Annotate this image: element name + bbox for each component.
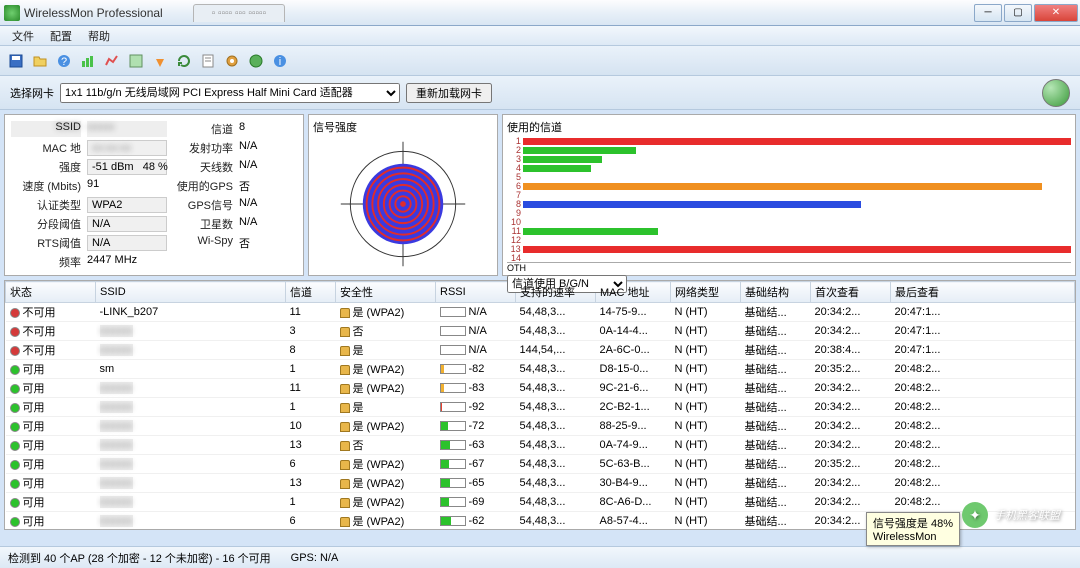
table-row[interactable]: 可用xxxxxx13是 (WPA2)-6554,48,3...30-B4-9..… [6,474,1075,493]
statusbar: 检测到 40 个AP (28 个加密 - 12 个未加密) - 16 个可用 G… [0,546,1080,568]
table-row[interactable]: 可用sm1是 (WPA2)-8254,48,3...D8-15-0...N (H… [6,360,1075,379]
save-icon[interactable] [6,51,26,71]
col-rssi[interactable]: RSSI [436,282,516,303]
col-ch[interactable]: 信道 [286,282,336,303]
globe-small-icon[interactable] [246,51,266,71]
signal-icon[interactable] [150,51,170,71]
open-icon[interactable] [30,51,50,71]
svg-text:i: i [279,56,281,68]
map-icon[interactable] [126,51,146,71]
card-select[interactable]: 1x1 11b/g/n 无线局域网 PCI Express Half Mini … [60,83,400,103]
signal-radar-panel: 信号强度 [308,114,498,276]
radar-chart [328,137,478,271]
minimize-button[interactable]: ─ [974,4,1002,22]
table-row[interactable]: 可用xxxxxx1是 (WPA2)-6954,48,3...8C-A6-D...… [6,493,1075,512]
ssid-label-blur: SSID [11,121,81,137]
titlebar: WirelessMon Professional ▫ ▫▫▫▫ ▫▫▫ ▫▫▫▫… [0,0,1080,26]
globe-icon[interactable] [1042,79,1070,107]
table-row[interactable]: 不可用-LINK_b20711是 (WPA2)N/A54,48,3...14-7… [6,303,1075,322]
col-status[interactable]: 状态 [6,282,96,303]
table-row[interactable]: 可用xxxxxx10是 (WPA2)-7254,48,3...88-25-9..… [6,417,1075,436]
ap-table: 状态 SSID 信道 安全性 RSSI 支持的速率 MAC 地址 网络类型 基础… [5,281,1075,530]
menu-config[interactable]: 配置 [42,26,80,46]
close-button[interactable]: ✕ [1034,4,1078,22]
col-ssid[interactable]: SSID [96,282,286,303]
menu-file[interactable]: 文件 [4,26,42,46]
info-icon[interactable]: i [270,51,290,71]
table-row[interactable]: 可用xxxxxx11是 (WPA2)-8354,48,3...9C-21-6..… [6,379,1075,398]
notes-icon[interactable] [198,51,218,71]
svg-text:?: ? [61,56,67,68]
app-icon [4,5,20,21]
card-label: 选择网卡 [10,85,54,101]
chart-icon[interactable] [102,51,122,71]
reload-card-button[interactable]: 重新加载网卡 [406,83,492,103]
signal-tooltip: 信号强度是 48%WirelessMon [866,512,960,546]
col-sec[interactable]: 安全性 [336,282,436,303]
wechat-icon: ✦ [962,502,988,528]
toolbar: ? i [0,46,1080,76]
table-row[interactable]: 不可用xxxxxx3否N/A54,48,3...0A-14-4...N (HT)… [6,322,1075,341]
watermark: ✦ 手机黑客联盟 [962,502,1060,528]
table-row[interactable]: 可用xxxxxx13否-6354,48,3...0A-74-9...N (HT)… [6,436,1075,455]
table-row[interactable]: 可用xxxxxx6是 (WPA2)-6754,48,3...5C-63-B...… [6,455,1075,474]
gear-icon[interactable] [222,51,242,71]
ap-table-wrap[interactable]: 状态 SSID 信道 安全性 RSSI 支持的速率 MAC 地址 网络类型 基础… [4,280,1076,530]
browser-tab[interactable]: ▫ ▫▫▫▫ ▫▫▫ ▫▫▫▫▫ [193,4,285,22]
window-title: WirelessMon Professional [24,6,163,20]
help-icon[interactable]: ? [54,51,74,71]
maximize-button[interactable]: ▢ [1004,4,1032,22]
oth-label: OTH [507,262,1071,273]
card-selector-row: 选择网卡 1x1 11b/g/n 无线局域网 PCI Express Half … [0,76,1080,110]
menubar: 文件 配置 帮助 [0,26,1080,46]
graph-icon[interactable] [78,51,98,71]
refresh-icon[interactable] [174,51,194,71]
channel-use-panel: 使用的信道 1234567891011121314 OTH 信道使用 B/G/N [502,114,1076,276]
table-row[interactable]: 可用xxxxxx1是-9254,48,3...2C-B2-1...N (HT)基… [6,398,1075,417]
info-panel: SSIDxxxxx 信道8 MAC 地xx:xx:xx 发射功率N/A 强度-5… [4,114,304,276]
menu-help[interactable]: 帮助 [80,26,118,46]
table-row[interactable]: 不可用xxxxxx8是N/A144,54,...2A-6C-0...N (HT)… [6,341,1075,360]
